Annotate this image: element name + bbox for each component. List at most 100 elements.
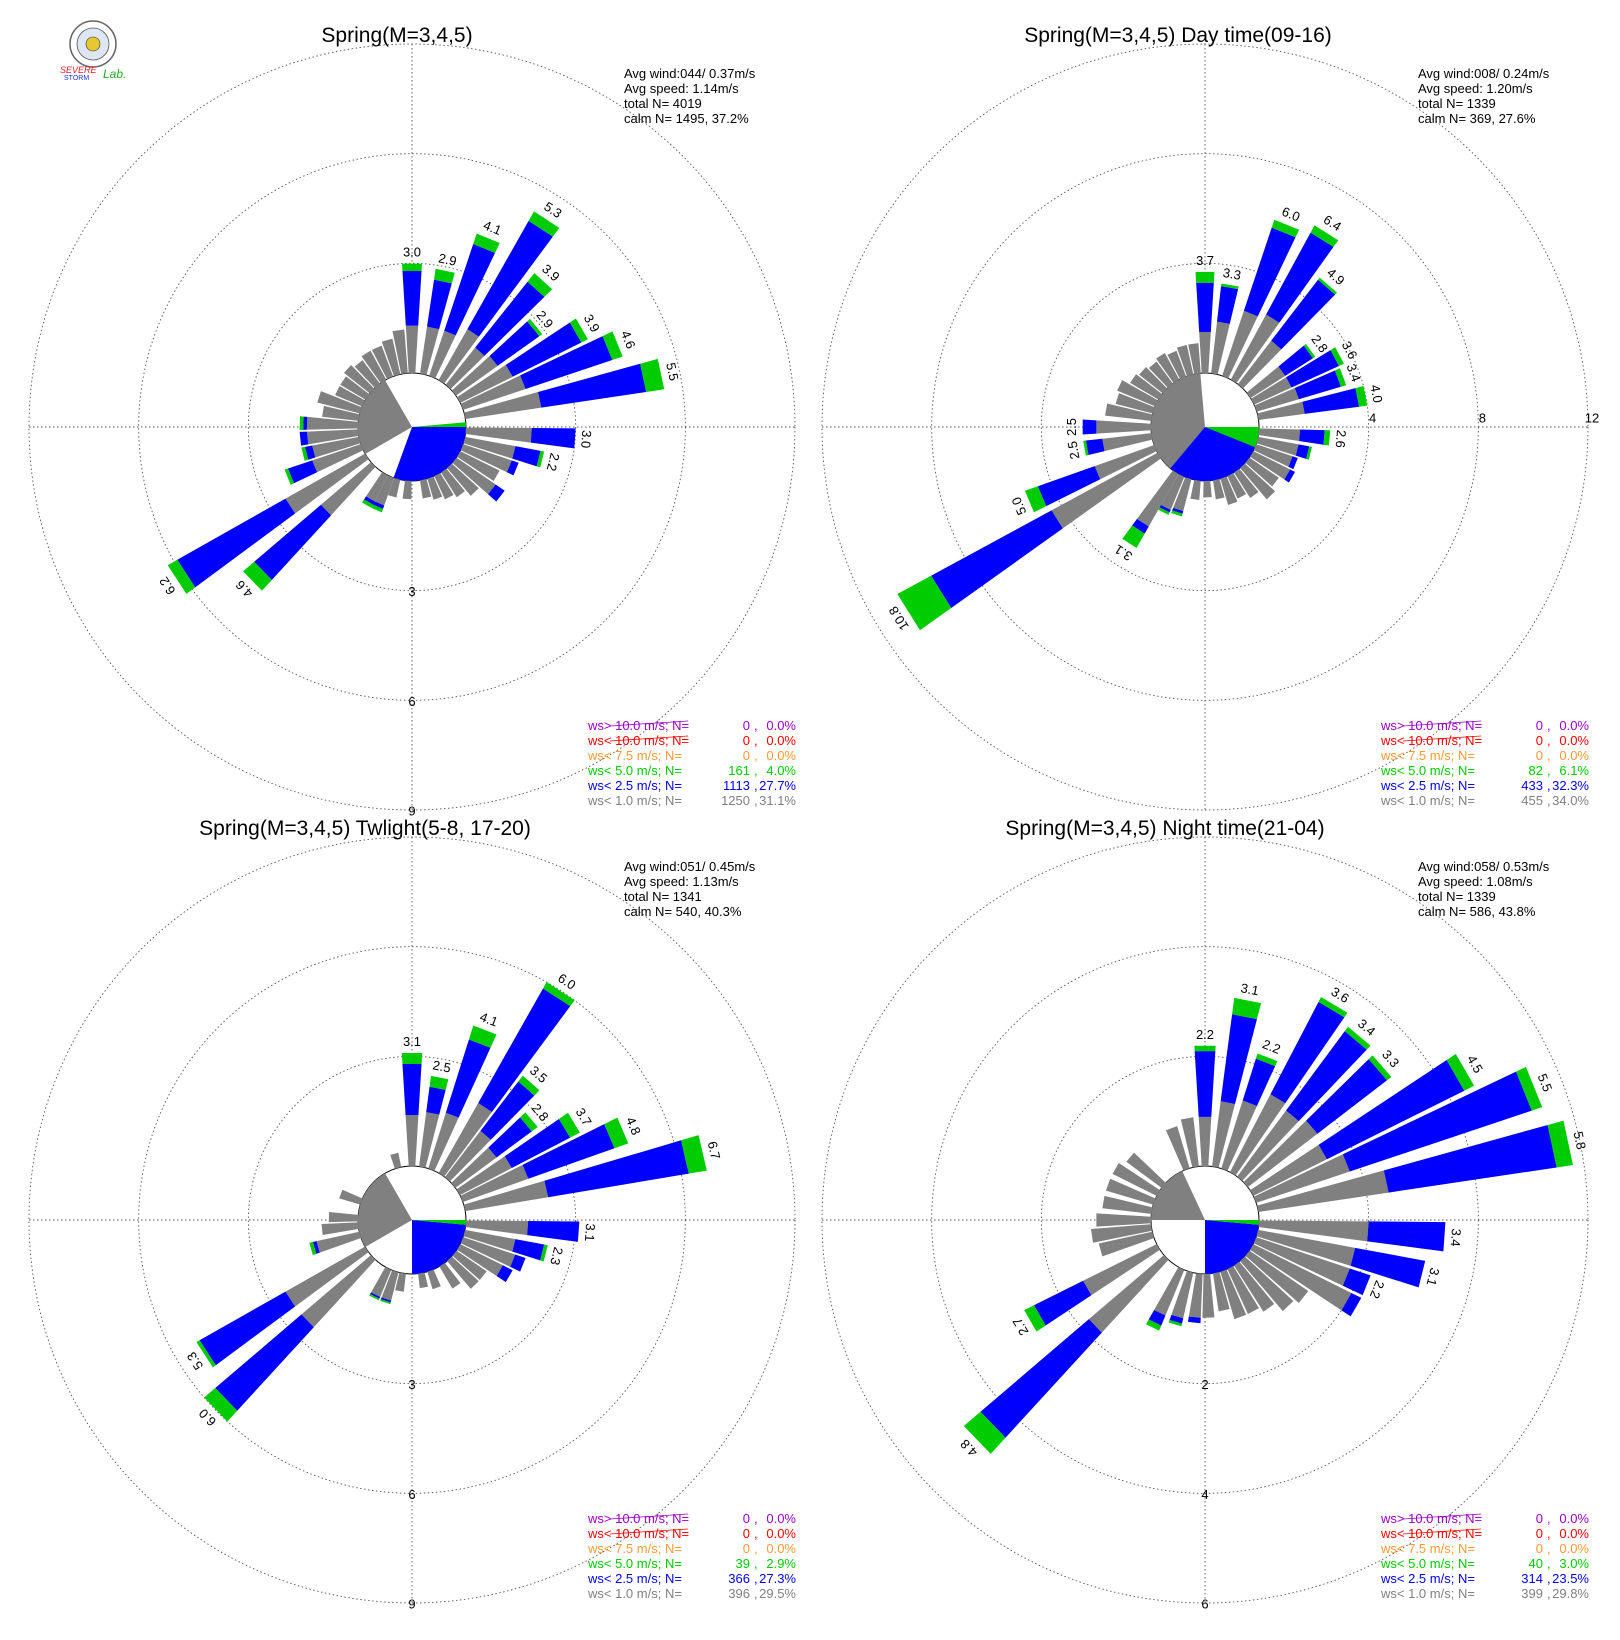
petal-value-label: 5.0 bbox=[1008, 495, 1029, 518]
petal-segment-lt2_5 bbox=[1033, 1280, 1092, 1326]
petal-segment-lt1 bbox=[452, 457, 496, 495]
petal-segment-lt5 bbox=[897, 575, 952, 631]
petal-segment-lt5 bbox=[1122, 525, 1145, 548]
petal-segment-lt5 bbox=[284, 468, 294, 485]
legend-count: 0 bbox=[743, 1526, 750, 1541]
petal-segment-lt1 bbox=[1257, 401, 1305, 420]
legend-count: 161 bbox=[728, 763, 750, 778]
legend-percent: 0.0% bbox=[766, 1541, 796, 1556]
legend-prefix: ws< 5.0 m/s; N= bbox=[587, 1556, 682, 1571]
petal-segment-lt5 bbox=[371, 504, 383, 513]
petal-segment-lt1 bbox=[1188, 343, 1201, 375]
petal-segment-lt2_5 bbox=[504, 1119, 571, 1169]
legend-strike bbox=[1402, 735, 1482, 742]
legend-percent: 0.0% bbox=[766, 1526, 796, 1541]
stats-line: Avg speed: 1.14m/s bbox=[624, 81, 739, 96]
petal-segment-lt2_5 bbox=[489, 321, 540, 366]
petal-segment-lt5 bbox=[527, 273, 553, 297]
petal-segment-lt2_5 bbox=[427, 279, 452, 330]
legend-count: 0 bbox=[1536, 733, 1543, 748]
petal-segment-lt2_5 bbox=[1243, 227, 1296, 317]
petal-segment-lt5 bbox=[1221, 283, 1239, 290]
petal-segment-lt1 bbox=[452, 1250, 487, 1280]
petal-segment-lt1 bbox=[464, 392, 542, 420]
petal-segment-lt1 bbox=[1245, 457, 1279, 487]
petal-segment-lt5 bbox=[380, 1299, 391, 1305]
petal-segment-lt2_5 bbox=[1288, 456, 1298, 470]
legend-strike bbox=[609, 1528, 689, 1535]
legend-count: 0 bbox=[1536, 1526, 1543, 1541]
calm-sector bbox=[357, 1173, 412, 1247]
petal-segment-lt1 bbox=[460, 1237, 516, 1267]
legend-prefix: ws< 5.0 m/s; N= bbox=[587, 763, 682, 778]
petal-segment-lt1 bbox=[1234, 1261, 1275, 1312]
legend-entry: ws< 7.5 m/s; N= 0, 0.0% bbox=[587, 1541, 796, 1556]
legend-prefix: ws> 10.0 m/s; N= bbox=[587, 1511, 689, 1526]
legend-entry: ws> 10.0 m/s; N= 0, 0.0% bbox=[587, 718, 796, 733]
petal-segment-lt5 bbox=[1171, 510, 1183, 517]
petal-segment-lt1 bbox=[1212, 479, 1225, 500]
legend-count: 0 bbox=[743, 718, 750, 733]
legend-count: 39 bbox=[736, 1556, 750, 1571]
petal-value-label: 2.2 bbox=[1196, 1027, 1214, 1042]
legend-entry: ws< 1.0 m/s; N= 399, 29.8% bbox=[1380, 1586, 1589, 1601]
legend-entry: ws< 5.0 m/s; N= 161, 4.0% bbox=[587, 763, 796, 778]
petal-segment-lt1 bbox=[419, 326, 440, 375]
petal-segment-lt5 bbox=[299, 416, 304, 430]
petal-segment-lt1 bbox=[1190, 479, 1201, 500]
petal-segment-lt1 bbox=[395, 1272, 406, 1292]
petal-segment-lt1 bbox=[456, 1156, 512, 1196]
stats-line: Avg speed: 1.13m/s bbox=[624, 874, 739, 889]
legend-strike bbox=[1402, 720, 1482, 727]
petal-value-label: 5.5 bbox=[1535, 1072, 1556, 1094]
petal-segment-lt1 bbox=[371, 345, 394, 380]
legend-entry: ws< 2.5 m/s; N= 1113, 27.7% bbox=[587, 778, 796, 793]
petal-segment-lt1 bbox=[1254, 387, 1299, 412]
calm-sector bbox=[393, 427, 466, 481]
petal-segment-lt5 bbox=[1318, 997, 1348, 1018]
petal-segment-lt1 bbox=[1098, 1231, 1155, 1257]
petal-value-label: 3.9 bbox=[581, 312, 603, 335]
petal-value-label: 6.2 bbox=[156, 574, 178, 597]
petal-segment-lt2_5 bbox=[1082, 419, 1097, 435]
petal-value-label: 5.5 bbox=[663, 361, 681, 382]
petal-segment-lt1 bbox=[1203, 480, 1212, 498]
petal-segment-lt5 bbox=[196, 1340, 216, 1368]
petal-segment-lt1 bbox=[285, 1246, 369, 1307]
petal-segment-lt2_5 bbox=[1306, 1059, 1388, 1134]
legend-count: 366 bbox=[728, 1571, 750, 1586]
petal-value-label: 2.9 bbox=[437, 250, 458, 268]
petal-segment-lt2_5 bbox=[426, 1086, 446, 1115]
petal-segment-lt5 bbox=[204, 1388, 238, 1422]
petal-segment-lt1 bbox=[1227, 1266, 1259, 1315]
petal-segment-lt2_5 bbox=[373, 501, 385, 509]
legend-prefix: ws< 2.5 m/s; N= bbox=[1380, 1571, 1475, 1586]
petal-segment-lt2_5 bbox=[1278, 345, 1313, 376]
petal-segment-lt1 bbox=[1160, 474, 1185, 510]
petal-segment-lt5 bbox=[1310, 225, 1339, 247]
petal-segment-lt1 bbox=[328, 1212, 359, 1223]
legend-percent: 3.0% bbox=[1559, 1556, 1589, 1571]
legend-count: 433 bbox=[1521, 778, 1543, 793]
petal-segment-lt5 bbox=[1323, 430, 1331, 446]
legend-entry: ws< 7.5 m/s; N= 0, 0.0% bbox=[1380, 748, 1589, 763]
petal-segment-lt1 bbox=[1258, 428, 1301, 442]
petal-segment-lt5 bbox=[1446, 1054, 1475, 1091]
petal-segment-lt2_5 bbox=[215, 1314, 314, 1411]
petal-segment-lt2_5 bbox=[254, 504, 332, 581]
legend-comma: , bbox=[754, 778, 758, 793]
stats-line: calm N= 540, 40.3% bbox=[624, 904, 742, 919]
petal-segment-lt1 bbox=[1245, 1250, 1309, 1304]
petal-segment-lt1 bbox=[1083, 1244, 1160, 1296]
calm-sector bbox=[412, 1220, 466, 1274]
petal-segment-lt5 bbox=[301, 446, 309, 461]
grid-ring bbox=[1040, 1055, 1370, 1385]
petal-segment-lt2_5 bbox=[931, 510, 1063, 609]
petal-segment-lt1 bbox=[444, 1130, 491, 1182]
petal-segment-lt1 bbox=[1188, 1273, 1203, 1318]
petal-segment-lt5 bbox=[1547, 1120, 1573, 1168]
legend-percent: 29.5% bbox=[759, 1586, 796, 1601]
legend-comma: , bbox=[1547, 1556, 1551, 1571]
petal-segment-lt5 bbox=[1158, 507, 1170, 515]
petal-segment-lt1 bbox=[1220, 1269, 1247, 1320]
